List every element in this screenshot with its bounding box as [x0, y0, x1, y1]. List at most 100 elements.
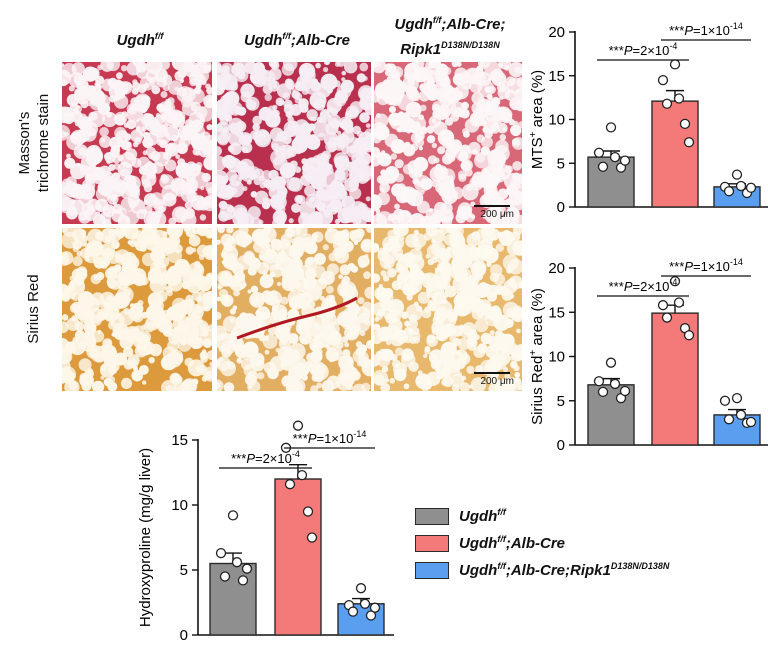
data-point: [723, 186, 735, 197]
y-axis-label: Sirius Red+ area (%): [528, 288, 546, 425]
p-value-stars: ***: [669, 23, 684, 38]
data-point: [719, 395, 731, 406]
y-axis-label-part: Hydroxyproline (mg/g liver): [137, 448, 154, 627]
y-tick-label: 5: [557, 155, 565, 172]
data-point: [731, 392, 743, 404]
p-value-text: =2×10: [632, 279, 669, 294]
legend-swatch: [415, 534, 449, 552]
data-point: [669, 276, 681, 287]
micrograph-trichrome-control: [62, 62, 212, 224]
p-value-text: =1×10: [693, 23, 730, 38]
data-point: [657, 74, 669, 86]
p-value-text: =2×10: [255, 451, 292, 466]
y-tick-label: 0: [557, 199, 565, 216]
data-point: [597, 386, 609, 398]
p-value-exponent: -4: [669, 277, 677, 287]
data-point: [227, 510, 239, 521]
y-tick-label: 15: [548, 304, 565, 321]
legend-item-albcre: Ugdhf/f;Alb-Cre: [415, 532, 565, 554]
scale-bar-line: [474, 205, 510, 207]
data-point: [284, 479, 296, 490]
y-tick-label: 20: [548, 24, 565, 41]
p-value-p: P: [684, 259, 693, 274]
p-value-p: P: [624, 279, 633, 294]
y-tick-label: 10: [548, 112, 565, 129]
data-point: [593, 147, 605, 158]
row-label-trichrome: Masson's trichrome stain: [16, 93, 52, 193]
data-point: [619, 155, 631, 166]
data-point: [605, 357, 617, 368]
p-value-stars: ***: [609, 279, 624, 294]
p-value-label: ***P=1×10-14: [669, 257, 743, 274]
legend-item-ripk1: Ugdhf/f;Alb-Cre;Ripk1D138N/D138N: [415, 559, 669, 581]
y-axis-label-sup: +: [528, 131, 539, 137]
data-point: [605, 122, 617, 133]
y-tick-label: 0: [557, 437, 565, 454]
data-point: [735, 409, 747, 421]
y-tick-label: 15: [548, 68, 565, 85]
p-value-text: =1×10: [316, 431, 353, 446]
p-value-exponent: -14: [730, 257, 743, 267]
data-point: [673, 93, 685, 104]
bar: [274, 478, 322, 636]
y-axis-label: Hydroxyproline (mg/g liver): [137, 448, 154, 627]
legend-label: Ugdhf/f: [459, 507, 506, 525]
data-point: [723, 414, 735, 425]
y-tick-label: 20: [548, 260, 565, 277]
column-title-1: Ugdhf/f: [116, 31, 164, 49]
p-value-p: P: [308, 431, 317, 446]
data-point: [609, 378, 621, 390]
data-point: [683, 330, 695, 341]
y-tick-label: 5: [180, 562, 188, 579]
data-point: [679, 118, 691, 130]
bar: [651, 100, 699, 208]
legend-label: Ugdhf/f;Alb-Cre: [459, 534, 565, 552]
data-point: [657, 300, 669, 311]
tissue-texture: [62, 228, 212, 391]
p-value-label: ***P=1×10-14: [293, 429, 367, 446]
p-value-stars: ***: [231, 451, 246, 466]
data-point: [731, 169, 743, 180]
scale-bar-line: [474, 372, 510, 374]
p-value-exponent: -14: [730, 21, 743, 31]
y-axis-label-part: Sirius Red: [529, 356, 546, 425]
column-title-3: Ugdhf/f;Alb-Cre; Ripk1D138N/D138N: [394, 15, 506, 58]
tissue-texture: [217, 228, 371, 391]
bar: [587, 156, 635, 208]
data-point: [369, 602, 381, 613]
bar: [209, 562, 257, 636]
y-tick-label: 0: [180, 627, 188, 644]
data-point: [597, 161, 609, 172]
data-point: [745, 182, 757, 193]
data-point: [661, 98, 673, 109]
p-value-exponent: -4: [669, 41, 677, 51]
y-axis-label-part: area (%): [529, 70, 546, 132]
column-title-2: Ugdhf/f;Alb-Cre: [244, 31, 350, 49]
data-point: [306, 532, 318, 543]
p-value-text: =1×10: [693, 259, 730, 274]
p-value-label: ***P=1×10-14: [669, 21, 743, 38]
scale-bar-label: 200 μm: [480, 376, 514, 387]
p-value-stars: ***: [609, 43, 624, 58]
tissue-texture: [374, 62, 522, 224]
y-axis-label-part: MTS: [529, 137, 546, 169]
legend-item-control: Ugdhf/f: [415, 505, 506, 527]
micrograph-trichrome-ripk1: 200 μm: [374, 62, 522, 224]
p-value-label: ***P=2×10-4: [609, 41, 678, 58]
tissue-texture: [62, 62, 212, 224]
y-tick-label: 10: [171, 497, 188, 514]
y-axis-label-sup: +: [528, 350, 539, 356]
y-tick-label: 10: [548, 349, 565, 366]
legend-label: Ugdhf/f;Alb-Cre;Ripk1D138N/D138N: [459, 561, 670, 579]
data-point: [359, 598, 371, 609]
p-value-label: ***P=2×10-4: [231, 449, 300, 466]
legend-swatch: [415, 507, 449, 525]
data-point: [365, 610, 377, 621]
data-point: [745, 416, 757, 428]
p-value-stars: ***: [293, 431, 308, 446]
p-value-p: P: [684, 23, 693, 38]
data-point: [292, 420, 304, 431]
